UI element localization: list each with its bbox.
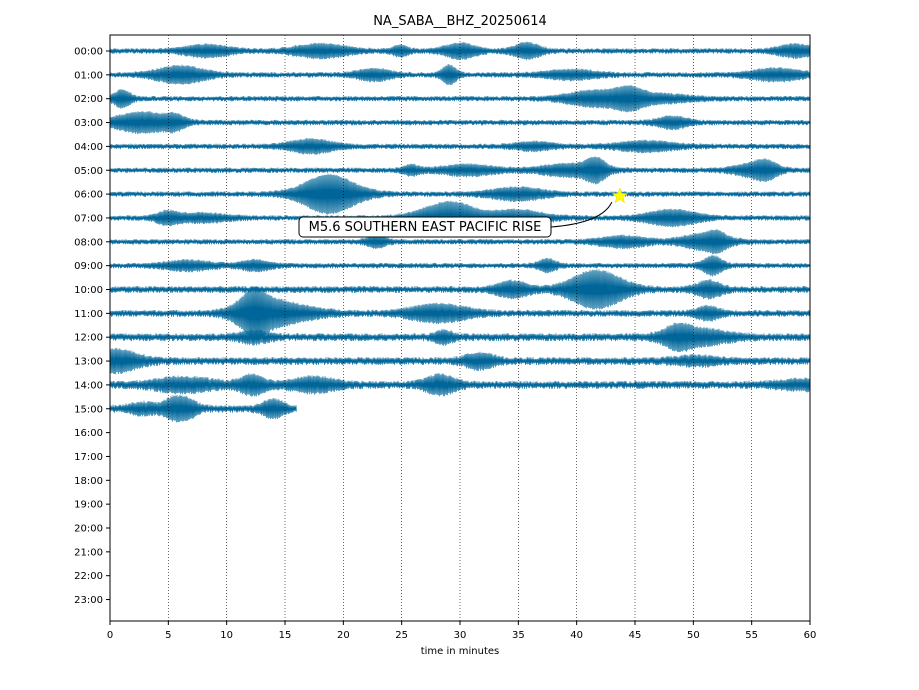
y-tick-label: 11:00 (74, 309, 103, 320)
y-tick-group: 00:00 01:00 02:00 03:00 04:00 05:00 06:00 07:00… (74, 47, 110, 606)
y-tick-label: 02:00 (74, 94, 103, 105)
x-tick-label: 55 (745, 630, 758, 641)
trace-line (109, 347, 811, 375)
y-tick-label: 12:00 (74, 333, 103, 344)
x-tick-label: 45 (629, 630, 642, 641)
y-tick-label: 05:00 (74, 166, 103, 177)
x-tick-label: 25 (395, 630, 408, 641)
y-tick-label: 03:00 (74, 118, 103, 129)
y-tick-label: 14:00 (74, 380, 103, 391)
x-tick-label: 0 (107, 630, 113, 641)
x-tick-label: 60 (804, 630, 817, 641)
trace-line (109, 111, 811, 135)
event-annotation: M5.6 SOUTHERN EAST PACIFIC RISE (298, 187, 629, 238)
trace-line (109, 254, 811, 277)
y-tick-label: 15:00 (74, 404, 103, 415)
x-tick-label: 35 (512, 630, 525, 641)
y-tick-label: 22:00 (74, 571, 103, 582)
x-tick-label: 15 (279, 630, 292, 641)
annotation-text: M5.6 SOUTHERN EAST PACIFIC RISE (309, 220, 542, 235)
y-tick-label: 06:00 (74, 190, 103, 201)
y-tick-label: 17:00 (74, 452, 103, 463)
trace-line (109, 394, 297, 423)
annotation-box (298, 216, 552, 238)
x-tick-label: 50 (687, 630, 700, 641)
y-tick-label: 13:00 (74, 357, 103, 368)
y-tick-label: 08:00 (74, 237, 103, 248)
y-tick-label: 21:00 (74, 547, 103, 558)
event-star-marker (611, 187, 629, 204)
annotation-arrow (550, 201, 613, 228)
chart-title: NA_SABA__BHZ_20250614 (373, 14, 547, 29)
y-tick-label: 07:00 (74, 213, 103, 224)
y-tick-label: 20:00 (74, 524, 103, 535)
trace-line (109, 85, 811, 113)
x-tick-label: 5 (165, 630, 171, 641)
y-tick-label: 09:00 (74, 261, 103, 272)
y-tick-label: 10:00 (74, 285, 103, 296)
x-tick-label: 10 (220, 630, 233, 641)
x-tick-group: 0 5 10 15 20 25 30 35 40 45 50 55 60 (107, 621, 817, 641)
trace-line (109, 200, 811, 236)
x-axis-label: time in minutes (421, 646, 500, 657)
y-tick-label: 04:00 (74, 142, 103, 153)
x-tick-label: 20 (337, 630, 350, 641)
y-tick-label: 00:00 (74, 47, 103, 58)
x-tick-label: 40 (570, 630, 583, 641)
y-tick-label: 23:00 (74, 595, 103, 606)
y-tick-label: 01:00 (74, 70, 103, 81)
x-tick-label: 30 (454, 630, 467, 641)
y-tick-label: 16:00 (74, 428, 103, 439)
plot-frame (109, 34, 811, 622)
y-tick-label: 19:00 (74, 500, 103, 511)
y-tick-label: 18:00 (74, 476, 103, 487)
trace-line (109, 373, 811, 397)
